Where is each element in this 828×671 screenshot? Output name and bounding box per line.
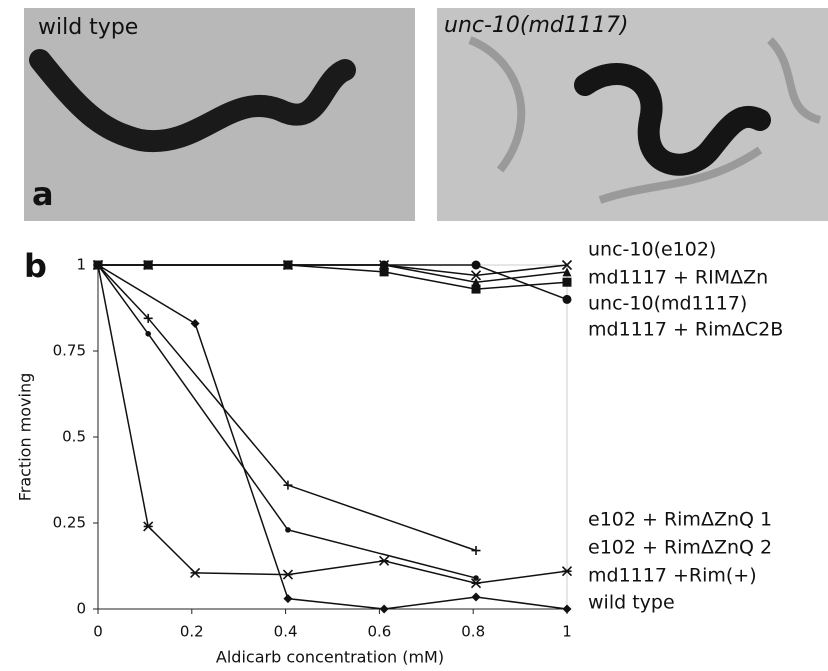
series-line	[97, 264, 568, 610]
x-tick-label: 0.4	[274, 623, 298, 641]
x-axis-label: Aldicarb concentration (mM)	[216, 648, 444, 667]
marker	[470, 270, 482, 281]
marker	[285, 527, 291, 533]
legend-label: unc-10(e102)	[588, 239, 716, 261]
marker	[379, 555, 390, 566]
y-tick-label: 0	[76, 600, 86, 618]
legend-label: e102 + RimΔZnQ 2	[588, 537, 772, 559]
legend-label: md1117 + RimΔC2B	[588, 319, 783, 341]
y-tick-label: 0.25	[53, 514, 86, 532]
marker	[562, 294, 572, 304]
worm	[574, 63, 771, 176]
marker	[471, 277, 481, 287]
marker	[283, 480, 293, 490]
legend-label: unc-10(md1117)	[588, 293, 747, 315]
marker	[143, 260, 153, 270]
marker	[471, 592, 481, 602]
series-line	[97, 264, 477, 579]
x-tick-label: 0.6	[367, 623, 391, 641]
series-line	[98, 264, 568, 283]
marker	[283, 260, 293, 270]
marker	[282, 569, 294, 580]
marker	[190, 567, 201, 578]
y-tick-label: 0.5	[62, 428, 86, 446]
photo-label: wild type	[38, 15, 138, 40]
photo-label: unc-10(md1117)	[444, 13, 628, 38]
marker	[143, 313, 153, 323]
marker	[471, 546, 481, 556]
legend-label: e102 + RimΔZnQ 1	[588, 509, 772, 531]
worm-trail	[468, 36, 822, 204]
marker	[561, 259, 573, 271]
marker	[379, 260, 389, 270]
panel-label: a	[32, 175, 54, 213]
marker	[562, 604, 572, 614]
marker	[379, 267, 389, 277]
marker	[379, 604, 389, 614]
marker	[471, 284, 481, 294]
x-tick-label: 0.2	[180, 623, 204, 641]
x-tick-label: 0.8	[461, 623, 485, 641]
worm	[29, 49, 356, 153]
marker	[145, 331, 151, 337]
x-tick-label: 1	[562, 623, 572, 641]
series-line	[97, 264, 477, 552]
marker	[562, 277, 572, 287]
y-tick-label: 0.75	[53, 342, 86, 360]
marker	[283, 594, 293, 604]
x-tick-label: 0	[93, 623, 103, 641]
marker	[190, 318, 200, 328]
marker	[473, 575, 479, 581]
marker	[470, 578, 482, 589]
marker	[93, 260, 103, 270]
legend-label: wild type	[588, 592, 675, 614]
marker	[561, 566, 573, 577]
marker	[143, 521, 154, 532]
legend-label: md1117 + RIMΔZn	[588, 267, 768, 289]
marker	[471, 260, 481, 270]
y-axis-label: Fraction moving	[16, 373, 35, 502]
y-tick-label: 1	[76, 256, 86, 274]
legend-label: md1117 +Rim(+)	[588, 565, 757, 587]
marker	[562, 267, 572, 277]
panel-label: b	[24, 247, 47, 285]
